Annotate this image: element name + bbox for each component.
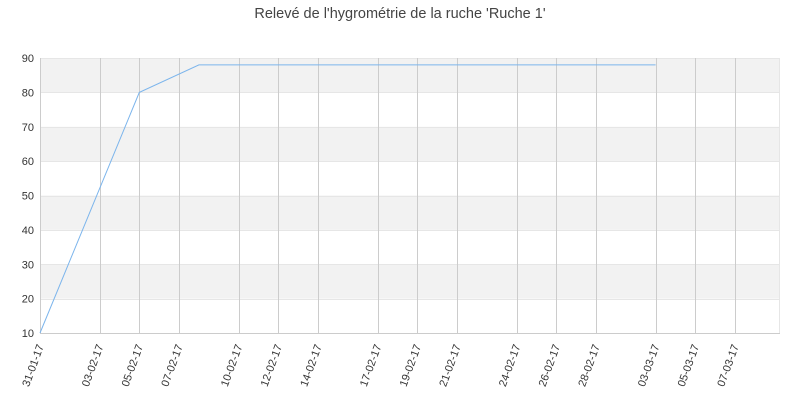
plot-band <box>40 195 780 230</box>
y-tick-label: 50 <box>22 191 34 203</box>
x-tick-label: 24-02-17 <box>497 343 523 388</box>
x-tick-label: 03-03-17 <box>636 343 662 388</box>
x-tick-label: 17-02-17 <box>358 343 384 388</box>
x-tick-label: 03-02-17 <box>80 343 106 388</box>
x-axis-tick-labels: 31-01-17 03-02-17 05-02-17 07-02-17 10-02-17… <box>20 343 741 388</box>
y-tick-label: 10 <box>22 328 34 340</box>
vertical-gridlines <box>40 58 780 334</box>
y-tick-label: 40 <box>22 225 34 237</box>
plot-band <box>40 126 780 162</box>
x-tick-label: 26-02-17 <box>537 343 563 388</box>
y-tick-label: 60 <box>22 156 34 168</box>
y-tick-label: 70 <box>22 122 34 134</box>
x-tick-label: 28-02-17 <box>576 343 602 388</box>
x-tick-label: 14-02-17 <box>298 343 324 388</box>
x-tick-label: 12-02-17 <box>259 343 285 388</box>
plot-band <box>40 264 780 299</box>
x-tick-label: 31-01-17 <box>20 343 46 388</box>
chart-title: Relevé de l'hygrométrie de la ruche 'Ruc… <box>254 6 546 22</box>
y-tick-label: 90 <box>22 53 34 65</box>
x-tick-label: 21-02-17 <box>437 343 463 388</box>
x-tick-label: 19-02-17 <box>398 343 424 388</box>
series-line <box>39 64 656 334</box>
x-tick-label: 10-02-17 <box>219 343 245 388</box>
plot-bands <box>40 58 780 299</box>
x-tick-label: 05-03-17 <box>676 343 702 388</box>
series-layer <box>39 64 656 334</box>
y-tick-label: 80 <box>22 87 34 99</box>
x-tick-label: 05-02-17 <box>120 343 146 388</box>
x-tick-label: 07-03-17 <box>715 343 741 388</box>
y-tick-label: 20 <box>22 294 34 306</box>
x-tick-label: 07-02-17 <box>159 343 185 388</box>
y-tick-label: 30 <box>22 259 34 271</box>
y-axis-tick-labels: 10 20 30 40 50 60 70 80 90 <box>22 53 34 340</box>
